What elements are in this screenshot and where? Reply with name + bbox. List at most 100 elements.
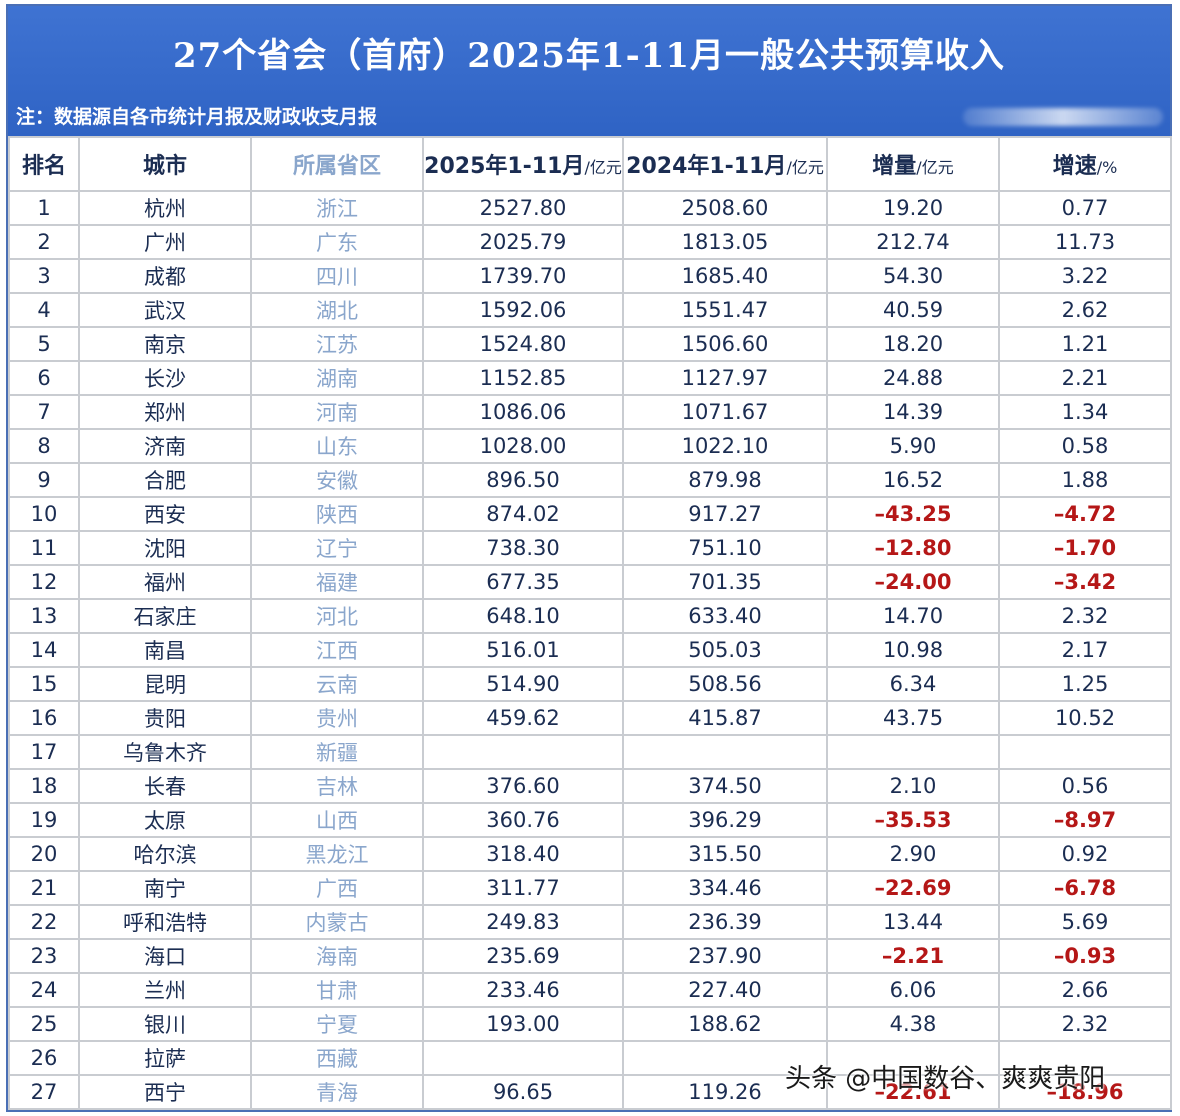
cell-rank: 20 xyxy=(8,836,80,872)
table-frame: 27个省会（首府）2025年1-11月一般公共预算收入 注：数据源自各市统计月报… xyxy=(6,4,1172,1112)
table-row: 19 太原 山西 360.76 396.29 –35.53 –8.97 xyxy=(8,802,1172,838)
cell-y2025 xyxy=(422,1040,624,1076)
cell-y2024 xyxy=(622,734,828,770)
cell-increase: 43.75 xyxy=(826,700,1000,736)
cell-y2025: 1028.00 xyxy=(422,428,624,464)
cell-growth: –6.78 xyxy=(998,870,1172,906)
table-row: 4 武汉 湖北 1592.06 1551.47 40.59 2.62 xyxy=(8,292,1172,328)
cell-y2025: 738.30 xyxy=(422,530,624,566)
cell-increase: 2.10 xyxy=(826,768,1000,804)
cell-y2024: 374.50 xyxy=(622,768,828,804)
table-row: 6 长沙 湖南 1152.85 1127.97 24.88 2.21 xyxy=(8,360,1172,396)
cell-province: 广东 xyxy=(250,224,424,260)
cell-province: 吉林 xyxy=(250,768,424,804)
cell-province: 山西 xyxy=(250,802,424,838)
cell-rank: 10 xyxy=(8,496,80,532)
cell-increase: –22.61 xyxy=(826,1074,1000,1110)
cell-increase: 14.39 xyxy=(826,394,1000,430)
cell-city: 武汉 xyxy=(78,292,252,328)
table-row: 13 石家庄 河北 648.10 633.40 14.70 2.32 xyxy=(8,598,1172,634)
cell-increase: 2.90 xyxy=(826,836,1000,872)
header-2024-unit: /亿元 xyxy=(786,158,824,177)
watermark-text: 头条 @中国数谷、爽爽贵阳 xyxy=(785,1064,1106,1094)
cell-y2025: 1086.06 xyxy=(422,394,624,430)
cell-growth: 1.34 xyxy=(998,394,1172,430)
cell-growth: 1.21 xyxy=(998,326,1172,362)
cell-y2024: 334.46 xyxy=(622,870,828,906)
cell-growth: 0.58 xyxy=(998,428,1172,464)
cell-city: 南宁 xyxy=(78,870,252,906)
cell-rank: 24 xyxy=(8,972,80,1008)
cell-rank: 8 xyxy=(8,428,80,464)
cell-city: 长春 xyxy=(78,768,252,804)
cell-growth: 11.73 xyxy=(998,224,1172,260)
cell-growth: –4.72 xyxy=(998,496,1172,532)
cell-y2024: 2508.60 xyxy=(622,190,828,226)
cell-city: 南昌 xyxy=(78,632,252,668)
cell-y2024: 119.26 xyxy=(622,1074,828,1110)
table-row: 8 济南 山东 1028.00 1022.10 5.90 0.58 xyxy=(8,428,1172,464)
cell-y2024: 227.40 xyxy=(622,972,828,1008)
cell-province: 江西 xyxy=(250,632,424,668)
cell-y2025: 896.50 xyxy=(422,462,624,498)
cell-province: 广西 xyxy=(250,870,424,906)
table-row: 20 哈尔滨 黑龙江 318.40 315.50 2.90 0.92 xyxy=(8,836,1172,872)
cell-rank: 1 xyxy=(8,190,80,226)
cell-province: 黑龙江 xyxy=(250,836,424,872)
cell-y2024: 415.87 xyxy=(622,700,828,736)
table-row: 17 乌鲁木齐 新疆 xyxy=(8,734,1172,770)
cell-city: 乌鲁木齐 xyxy=(78,734,252,770)
cell-y2025: 233.46 xyxy=(422,972,624,1008)
cell-y2024: 751.10 xyxy=(622,530,828,566)
cell-y2025: 459.62 xyxy=(422,700,624,736)
table-row: 2 广州 广东 2025.79 1813.05 212.74 11.73 xyxy=(8,224,1172,260)
cell-y2025: 874.02 xyxy=(422,496,624,532)
cell-growth: 0.56 xyxy=(998,768,1172,804)
header-increase-unit: /亿元 xyxy=(916,158,954,177)
cell-province: 西藏 xyxy=(250,1040,424,1076)
cell-rank: 17 xyxy=(8,734,80,770)
cell-city: 海口 xyxy=(78,938,252,974)
cell-y2024: 396.29 xyxy=(622,802,828,838)
cell-city: 哈尔滨 xyxy=(78,836,252,872)
cell-increase xyxy=(826,734,1000,770)
cell-rank: 15 xyxy=(8,666,80,702)
cell-y2025: 235.69 xyxy=(422,938,624,974)
cell-y2025: 516.01 xyxy=(422,632,624,668)
cell-rank: 18 xyxy=(8,768,80,804)
cell-y2025: 360.76 xyxy=(422,802,624,838)
title-banner: 27个省会（首府）2025年1-11月一般公共预算收入 注：数据源自各市统计月报… xyxy=(8,6,1170,136)
cell-growth: 5.69 xyxy=(998,904,1172,940)
cell-city: 石家庄 xyxy=(78,598,252,634)
table-row: 18 长春 吉林 376.60 374.50 2.10 0.56 xyxy=(8,768,1172,804)
cell-increase: 4.38 xyxy=(826,1006,1000,1042)
cell-y2025: 96.65 xyxy=(422,1074,624,1110)
cell-province: 湖北 xyxy=(250,292,424,328)
cell-province: 甘肃 xyxy=(250,972,424,1008)
cell-province: 云南 xyxy=(250,666,424,702)
cell-rank: 2 xyxy=(8,224,80,260)
cell-y2025 xyxy=(422,734,624,770)
cell-rank: 4 xyxy=(8,292,80,328)
header-2024: 2024年1-11月/亿元 xyxy=(622,136,828,192)
cell-rank: 26 xyxy=(8,1040,80,1076)
cell-city: 沈阳 xyxy=(78,530,252,566)
cell-province: 湖南 xyxy=(250,360,424,396)
revenue-table: 排名 城市 所属省区 2025年1-11月/亿元 2024年1-11月/亿元 增… xyxy=(8,136,1172,1110)
cell-growth: 0.92 xyxy=(998,836,1172,872)
cell-y2024: 237.90 xyxy=(622,938,828,974)
cell-city: 郑州 xyxy=(78,394,252,430)
cell-province: 陕西 xyxy=(250,496,424,532)
cell-y2024: 1022.10 xyxy=(622,428,828,464)
table-row: 25 银川 宁夏 193.00 188.62 4.38 2.32 xyxy=(8,1006,1172,1042)
cell-increase: 212.74 xyxy=(826,224,1000,260)
table-body: 1 杭州 浙江 2527.80 2508.60 19.20 0.77 2 广州 广东 2025.79… xyxy=(8,190,1172,1110)
cell-increase: –35.53 xyxy=(826,802,1000,838)
cell-growth: 2.66 xyxy=(998,972,1172,1008)
cell-y2024: 1551.47 xyxy=(622,292,828,328)
cell-y2024: 1071.67 xyxy=(622,394,828,430)
cell-y2024: 188.62 xyxy=(622,1006,828,1042)
table-row: 15 昆明 云南 514.90 508.56 6.34 1.25 xyxy=(8,666,1172,702)
cell-city: 银川 xyxy=(78,1006,252,1042)
table-row: 12 福州 福建 677.35 701.35 –24.00 –3.42 xyxy=(8,564,1172,600)
